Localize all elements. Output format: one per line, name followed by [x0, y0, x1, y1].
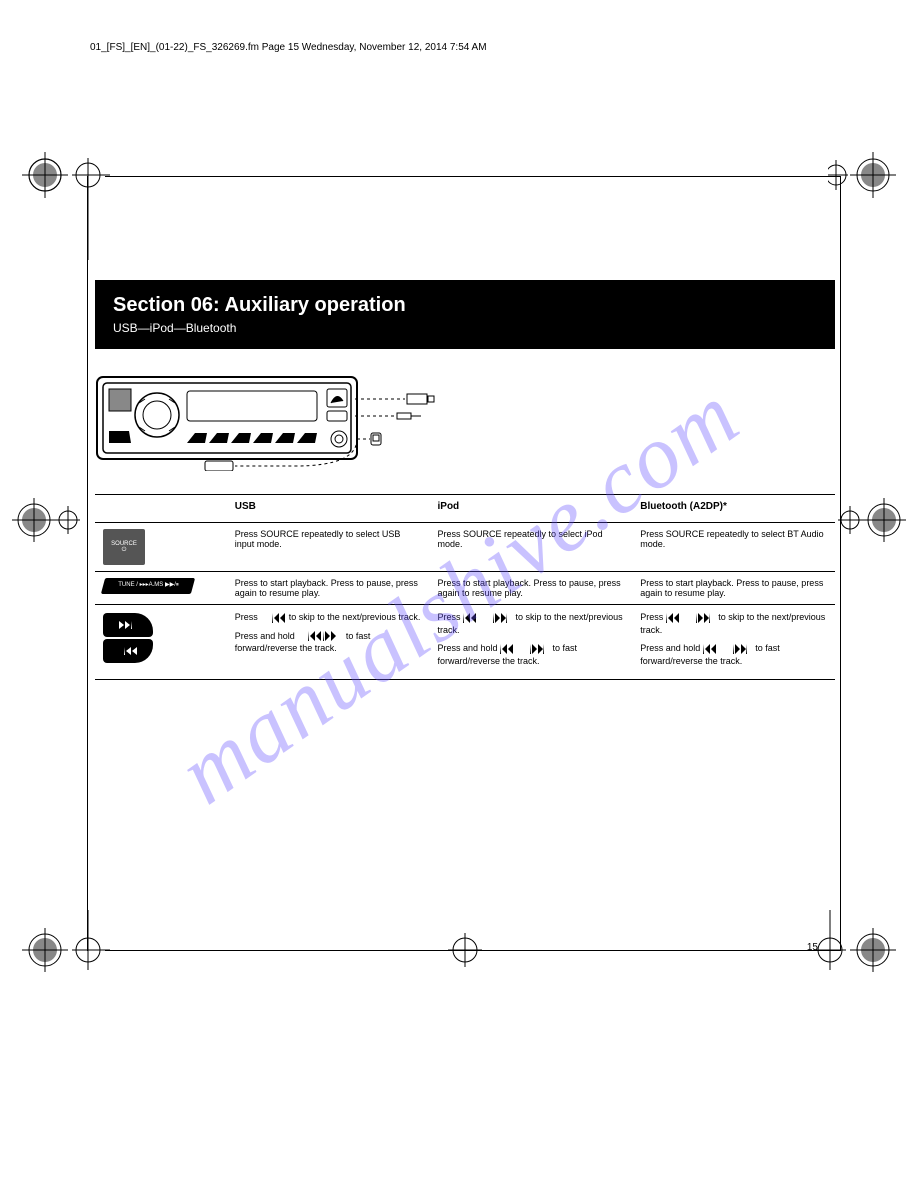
regmark-top-right [828, 140, 898, 210]
cell-usb-source: Press SOURCE repeatedly to select USB in… [227, 523, 430, 572]
cell-ipod-seek: Press to skip to the next/previous track… [430, 605, 633, 680]
radio-illustration [95, 371, 835, 476]
crosshair-left-v [87, 176, 88, 951]
seek-buttons-icon [103, 611, 153, 665]
table-row: Press to skip to the next/previous track… [95, 605, 835, 680]
regmark-bot-center [440, 925, 490, 975]
seek-next-icon [103, 613, 153, 637]
source-button-icon: SOURCE ⏻ [103, 529, 145, 565]
col-header-ipod: iPod [430, 495, 633, 523]
regmark-mid-right [838, 490, 908, 550]
table-header-row: USB iPod Bluetooth (A2DP)* [95, 495, 835, 523]
regmark-mid-left [10, 490, 80, 550]
control-table: USB iPod Bluetooth (A2DP)* SOURCE ⏻ Pres… [95, 494, 835, 680]
regmark-bot-left [20, 910, 110, 990]
cell-bt-seek: Press to skip to the next/previous track… [632, 605, 835, 680]
cell-ipod-tune: Press to start playback. Press to pause,… [430, 572, 633, 605]
regmark-bot-right [808, 910, 898, 990]
cell-control-tune: TUNE / ▸▸▸A.MS ▶▶/⏸ [95, 572, 227, 605]
crosshair-right-v [840, 176, 841, 951]
col-header-bt: Bluetooth (A2DP)* [632, 495, 835, 523]
col-header-blank [95, 495, 227, 523]
cell-bt-source: Press SOURCE repeatedly to select BT Aud… [632, 523, 835, 572]
cell-usb-seek: Press to skip to the next/previous track… [227, 605, 430, 680]
section-title: Section 06: Auxiliary operation [113, 294, 817, 317]
crosshair-top-h [105, 176, 840, 177]
page-content: Section 06: Auxiliary operation USB—iPod… [95, 280, 835, 680]
cell-usb-tune: Press to start playback. Press to pause,… [227, 572, 430, 605]
col-header-usb: USB [227, 495, 430, 523]
header-filename: 01_[FS]_[EN]_(01-22)_FS_326269.fm Page 1… [90, 42, 487, 53]
seek-prev-icon [103, 639, 153, 663]
section-subtitle: USB—iPod—Bluetooth [113, 321, 817, 335]
cell-control-seek [95, 605, 227, 680]
table-row: SOURCE ⏻ Press SOURCE repeatedly to sele… [95, 523, 835, 572]
page-number: 15 [807, 942, 818, 953]
table-row: TUNE / ▸▸▸A.MS ▶▶/⏸ Press to start playb… [95, 572, 835, 605]
regmark-top-left [20, 60, 110, 260]
cell-control-source: SOURCE ⏻ [95, 523, 227, 572]
section-header-bar: Section 06: Auxiliary operation USB—iPod… [95, 280, 835, 349]
cell-bt-tune: Press to start playback. Press to pause,… [632, 572, 835, 605]
tune-button-icon: TUNE / ▸▸▸A.MS ▶▶/⏸ [101, 578, 195, 594]
cell-ipod-source: Press SOURCE repeatedly to select iPod m… [430, 523, 633, 572]
